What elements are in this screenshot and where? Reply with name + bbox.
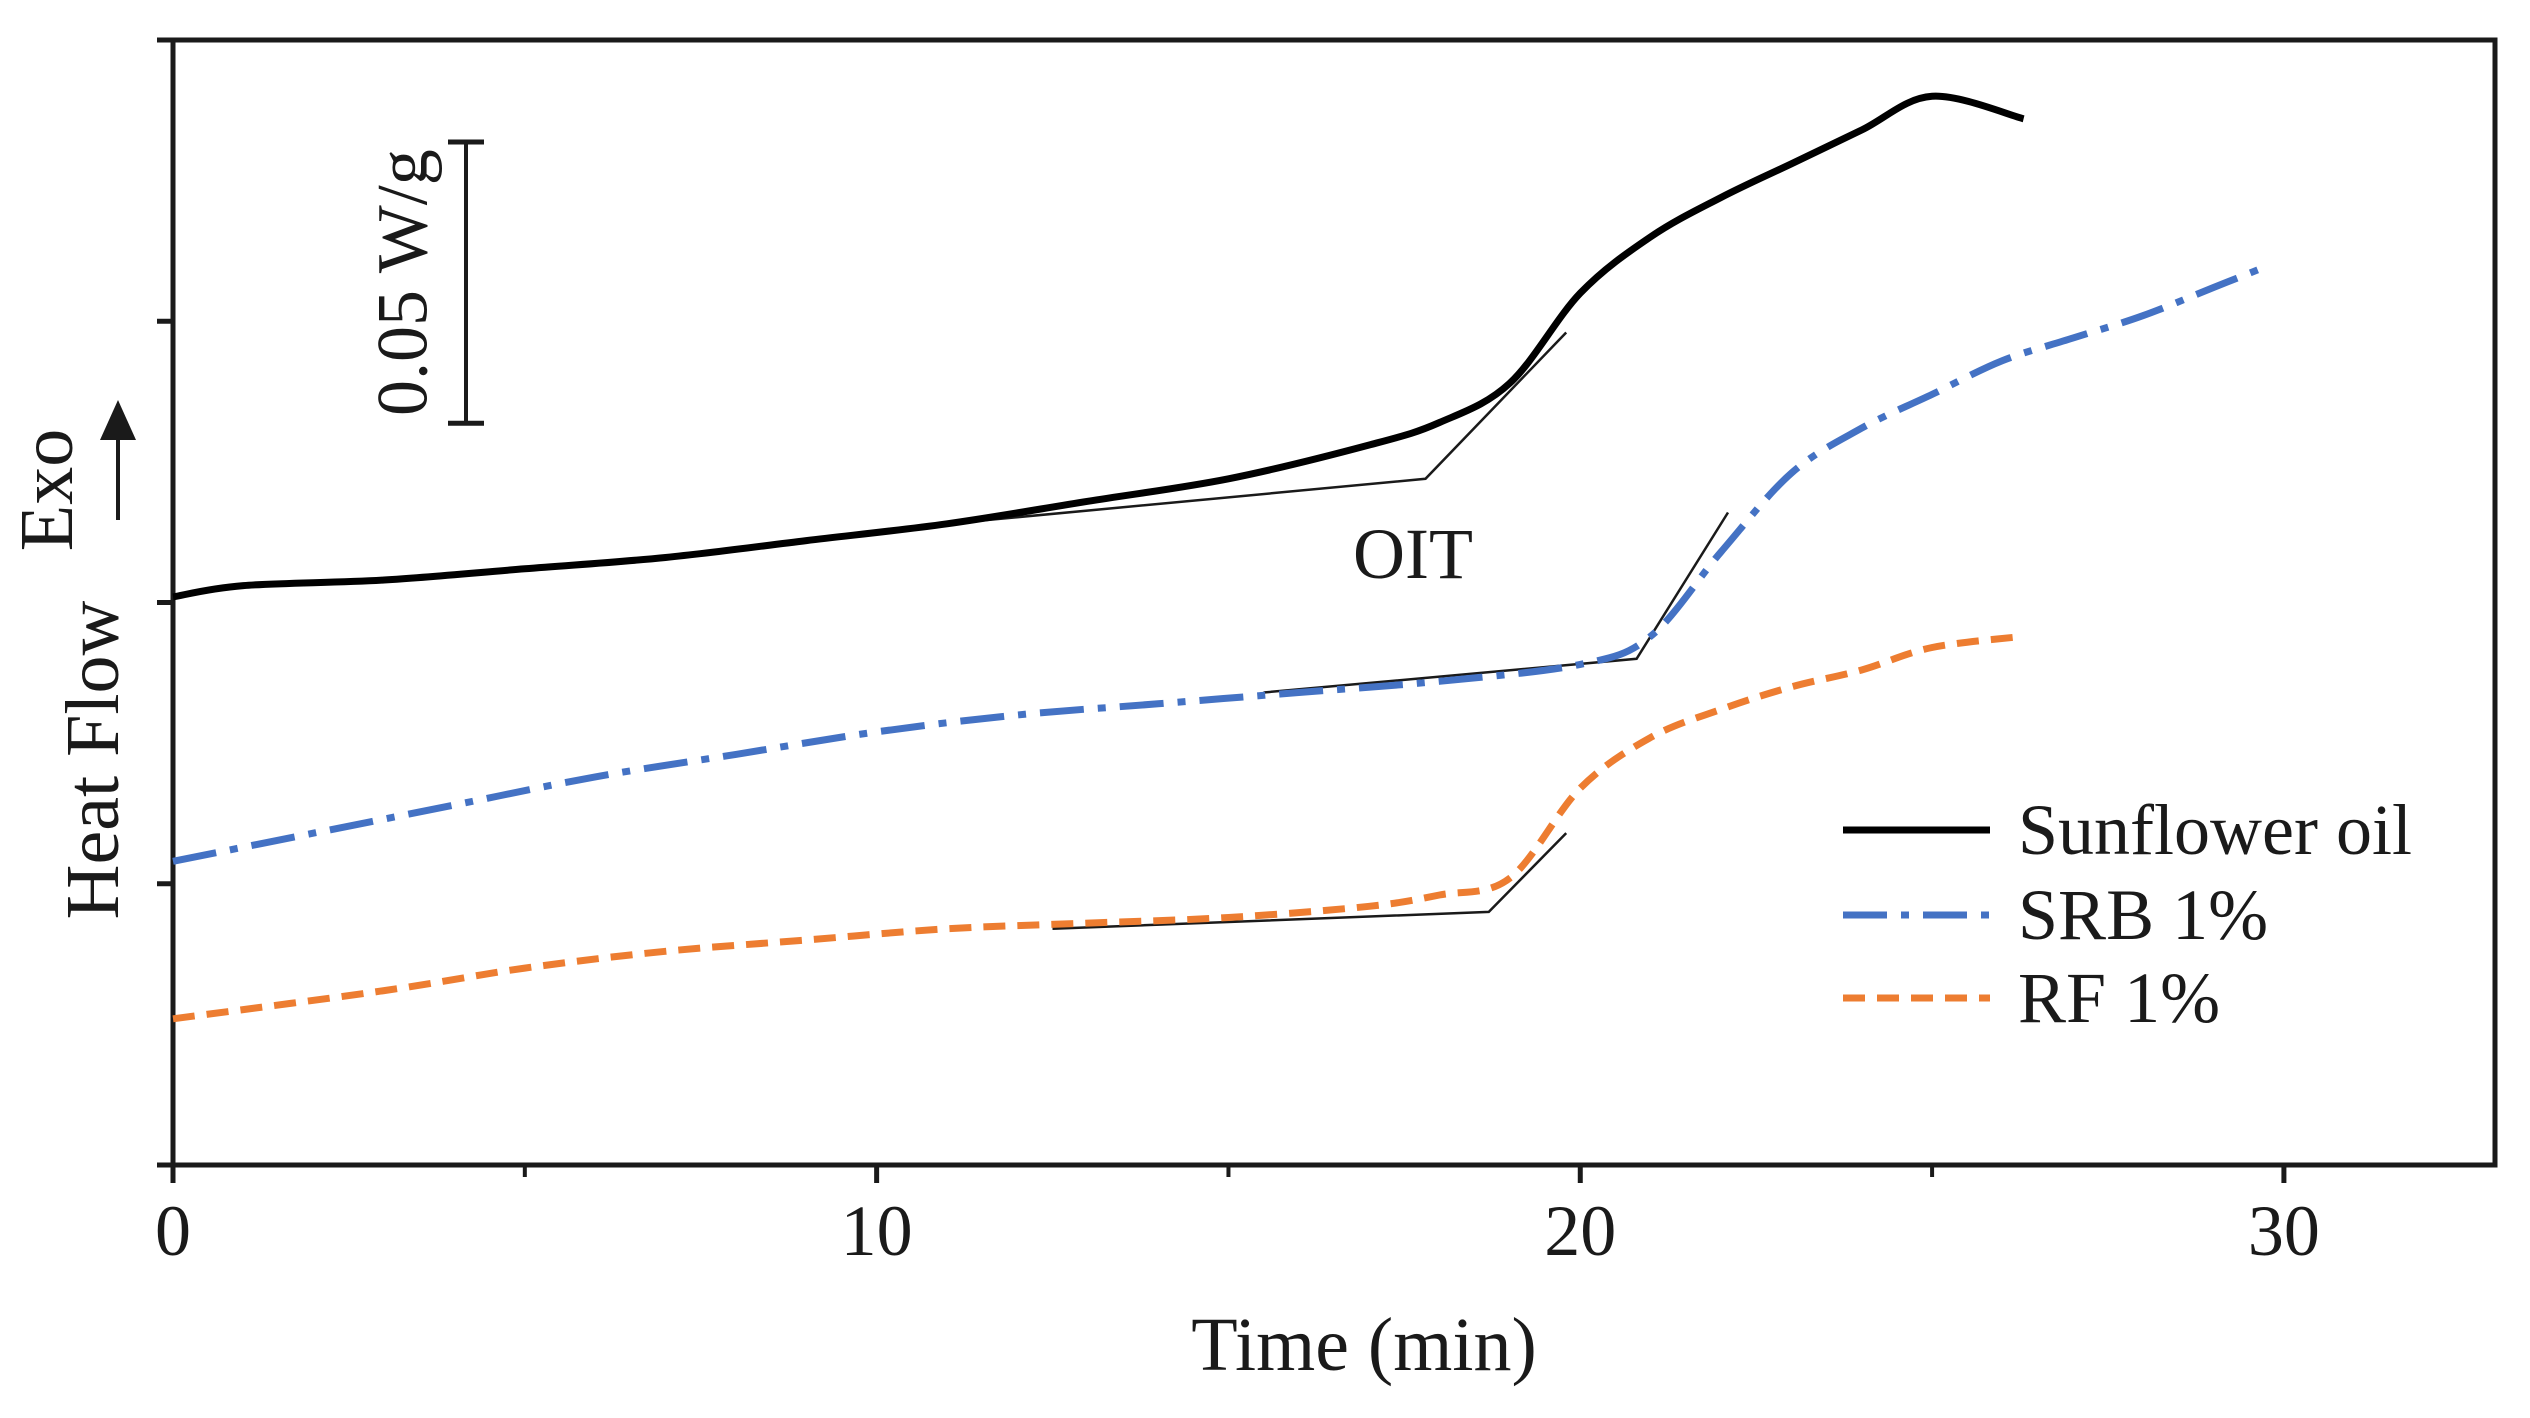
legend-label: RF 1% bbox=[2018, 958, 2220, 1038]
annotations: OIT bbox=[1353, 514, 1473, 594]
exo-arrow-head bbox=[100, 400, 136, 440]
onset-tangent-line bbox=[946, 331, 1568, 526]
onset-tangent-line bbox=[1052, 832, 1568, 931]
axes-group: 0 10 20 30 bbox=[155, 37, 2498, 1271]
legend-label: SRB 1% bbox=[2018, 875, 2268, 955]
series-line bbox=[172, 261, 2272, 865]
oit-annotation: OIT bbox=[1353, 514, 1473, 594]
series-line bbox=[172, 92, 2025, 601]
axis-titles: Time (min) Heat Flow Exo bbox=[5, 400, 1537, 1387]
exo-direction-label: Exo bbox=[5, 429, 89, 551]
onset-tangent-line bbox=[1263, 511, 1730, 694]
x-tick-label: 10 bbox=[841, 1191, 913, 1271]
x-axis-title: Time (min) bbox=[1191, 1303, 1537, 1387]
exo-arrow-icon bbox=[100, 400, 136, 520]
y-axis-title: Heat Flow bbox=[51, 601, 135, 920]
scale-bar: 0.05 W/g bbox=[363, 139, 484, 426]
x-tick-label: 30 bbox=[2248, 1191, 2320, 1271]
series-lines bbox=[172, 92, 2272, 1023]
scale-bar-label: 0.05 W/g bbox=[363, 149, 443, 416]
x-tick-label: 20 bbox=[1544, 1191, 1616, 1271]
onset-tangent-lines bbox=[946, 331, 1730, 931]
series-line bbox=[172, 632, 2025, 1023]
legend-label: Sunflower oil bbox=[2018, 790, 2412, 870]
x-tick-label: 0 bbox=[155, 1191, 191, 1271]
